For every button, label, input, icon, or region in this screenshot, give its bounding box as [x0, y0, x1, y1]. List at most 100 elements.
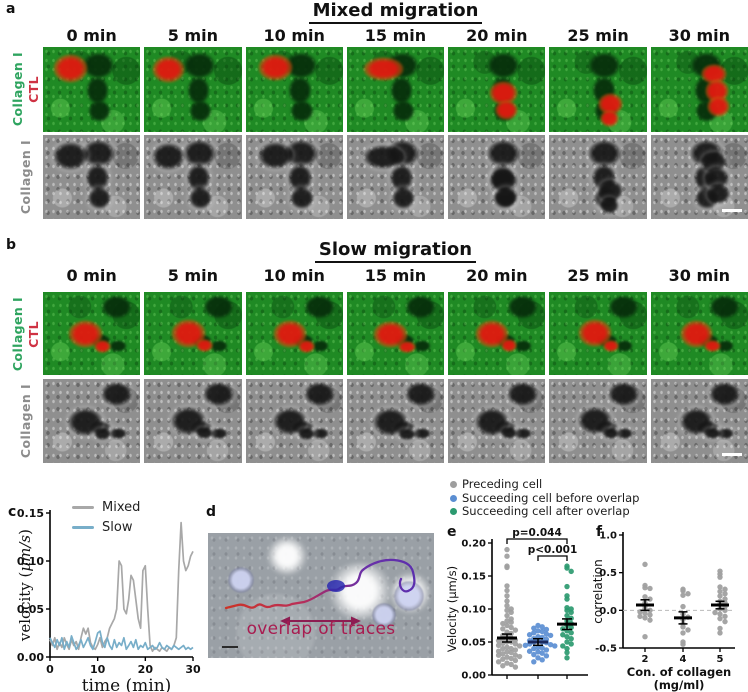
overlap-arrowhead-right	[351, 616, 361, 626]
legend-label-slow: Slow	[102, 519, 133, 535]
dark-cell-blob	[189, 187, 213, 209]
micrograph-a-gray-frame-3	[346, 135, 445, 219]
svg-text:10: 10	[90, 663, 106, 676]
dark-cell-blob	[187, 163, 211, 193]
svg-text:0.00: 0.00	[17, 651, 44, 664]
dark-cell-blob	[290, 99, 314, 122]
svg-text:-0.5: -0.5	[595, 644, 617, 655]
dark-cell-blob	[288, 75, 312, 105]
dark-cell-blob	[506, 295, 538, 319]
svg-text:p<0.001: p<0.001	[528, 544, 578, 556]
dark-cell-blob	[709, 382, 741, 406]
dark-cell-blob	[598, 180, 624, 203]
time-label: 10 min	[263, 266, 325, 285]
micrograph-b-gray-frame-6	[650, 379, 748, 463]
dark-cell-blob	[413, 340, 431, 352]
dark-cell-blob	[85, 75, 110, 105]
dark-cell-blob	[389, 163, 413, 193]
dark-cell-blob	[290, 187, 314, 209]
micrograph-a-gray-frame-1	[144, 135, 242, 219]
legend-label-mixed: Mixed	[102, 499, 141, 515]
svg-text:0.15: 0.15	[461, 572, 486, 583]
dark-cell-blob	[500, 426, 518, 440]
panel-b-row1-axis-labels: Collagen I CTL	[10, 290, 41, 378]
dark-cell-blob	[602, 427, 620, 440]
micrograph-b-green-frame-5	[549, 292, 647, 375]
svg-text:p=0.044: p=0.044	[512, 527, 562, 539]
dark-cell-blob	[202, 295, 234, 319]
ctl-cell-blob	[152, 55, 186, 83]
time-label: 25 min	[567, 26, 629, 45]
dark-cell-blob	[405, 382, 437, 406]
bright-blob	[266, 537, 308, 575]
collagen-label: Collagen I	[10, 296, 25, 372]
dark-cell-blob	[258, 141, 294, 169]
svg-text:4: 4	[680, 654, 687, 665]
micrograph-b-gray-frame-0	[43, 379, 141, 463]
time-label: 30 min	[668, 26, 731, 45]
trace-and-arrow-overlay	[224, 558, 416, 626]
slow-line-swatch	[72, 525, 94, 529]
dark-cell-blob	[607, 295, 639, 319]
dark-cell-blob	[607, 382, 639, 406]
panel-b-letter: b	[6, 237, 17, 253]
micrograph-b-gray-frame-2	[245, 379, 343, 463]
panel-a-composite-row	[43, 47, 748, 132]
cell-blob	[228, 567, 254, 593]
overlap-cell-marker	[327, 580, 345, 592]
dark-cell-blob	[488, 168, 519, 193]
velocity-time-chart: 0.00 0.05 0.10 0.15 0 10 20 30 time (min)	[17, 507, 201, 692]
micrograph-a-green-frame-5	[549, 47, 647, 132]
micrograph-a-green-frame-3	[346, 47, 445, 132]
micrograph-b-green-frame-6	[650, 292, 748, 375]
micrograph-b-green-frame-0	[43, 292, 141, 375]
svg-text:Con. of collagen: Con. of collagen	[627, 665, 731, 679]
panel-b-row2-axis-label: Collagen I	[18, 377, 33, 465]
mixed-line-swatch	[72, 505, 94, 509]
svg-text:0.5: 0.5	[599, 568, 617, 579]
svg-text:0.00: 0.00	[461, 671, 486, 682]
dark-cell-blob	[109, 340, 127, 352]
legend-label: Preceding cell	[462, 477, 543, 491]
time-label: 15 min	[364, 26, 427, 45]
dark-cell-blob	[514, 427, 532, 440]
micrograph-b-gray-frame-3	[346, 379, 445, 463]
svg-text:2: 2	[642, 654, 649, 665]
dark-cell-blob	[311, 340, 330, 352]
time-label: 5 min	[167, 266, 219, 285]
ctl-cell-blob	[258, 53, 294, 81]
time-label: 20 min	[466, 26, 528, 45]
dark-cell-blob	[389, 75, 413, 105]
micrograph-a-green-frame-0	[43, 47, 141, 132]
dark-cell-blob	[514, 340, 532, 352]
svg-text:0.05: 0.05	[461, 638, 486, 649]
svg-text:0.05: 0.05	[17, 603, 44, 616]
dark-cell-blob	[85, 163, 110, 193]
svg-text:time (min): time (min)	[82, 676, 172, 692]
ctl-cell-blob	[600, 109, 620, 127]
dark-cell-blob	[210, 427, 228, 440]
velocity-dot-plot: 0.00 0.05 0.10 0.15 0.20 p=0.044 p<0.001 Veloci…	[445, 527, 588, 682]
micrograph-a-gray-frame-5	[549, 135, 647, 219]
dark-cell-blob	[210, 340, 228, 352]
gray-dot-swatch	[450, 481, 457, 489]
time-label: 20 min	[466, 266, 528, 285]
ctl-cell-blob	[363, 57, 405, 81]
dark-cell-blob	[506, 382, 538, 406]
dark-cell-blob	[187, 75, 211, 105]
blue-dot-swatch	[450, 494, 457, 502]
ctl-cell-blob	[52, 53, 88, 83]
dark-cell-blob	[615, 340, 634, 352]
dark-cell-blob	[183, 52, 217, 80]
scale-bar	[721, 453, 742, 456]
dot-plot-legend: Preceding cell Succeeding cell before ov…	[450, 477, 639, 519]
dark-cell-blob	[391, 187, 415, 209]
dark-cell-blob	[494, 187, 519, 208]
svg-text:20: 20	[138, 663, 154, 676]
overlap-annotation: overlap of traces	[246, 619, 396, 639]
cell-blob	[372, 603, 396, 627]
panel-e-letter: e	[447, 524, 457, 540]
micrograph-b-gray-frame-1	[144, 379, 242, 463]
time-label: 30 min	[668, 266, 731, 285]
